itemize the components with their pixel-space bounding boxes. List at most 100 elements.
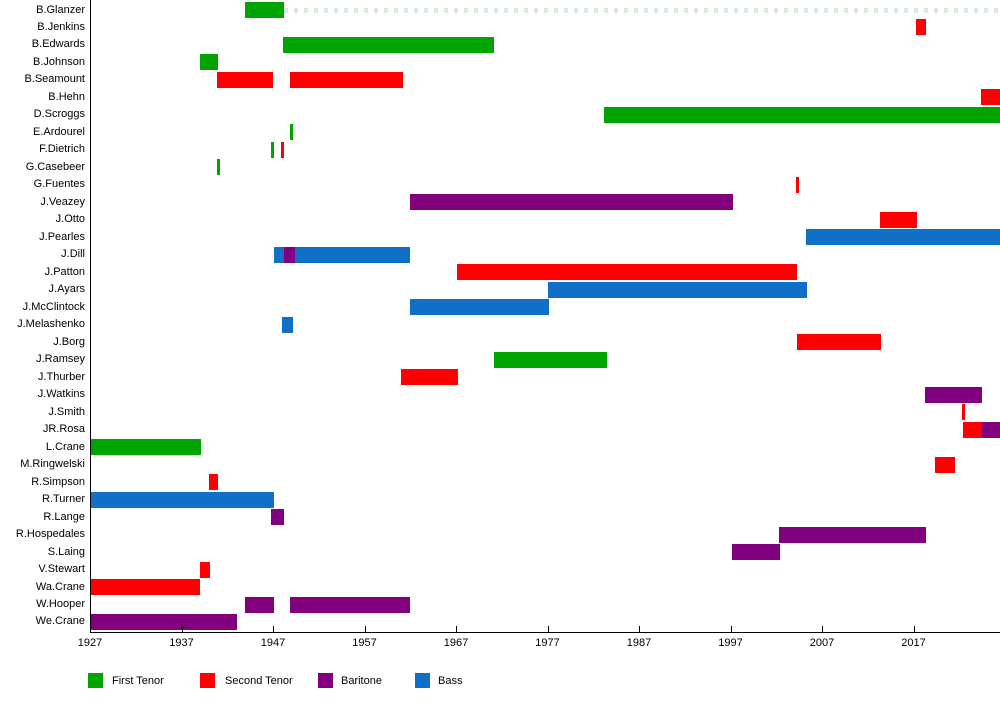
timeline-bar-br xyxy=(90,613,238,630)
row-label: J.Otto xyxy=(55,213,85,226)
timeline-bar-st xyxy=(935,456,955,473)
timeline-bar-bs xyxy=(548,281,808,298)
row-label: J.Dill xyxy=(61,248,85,261)
row-label: J.Pearles xyxy=(39,230,85,243)
row-label: J.Melashenko xyxy=(17,318,85,331)
row-label: F.Dietrich xyxy=(39,143,85,156)
timeline-bar-ft xyxy=(271,141,274,158)
timeline-bar-br xyxy=(290,596,411,613)
row-label: J.Watkins xyxy=(37,388,85,401)
legend-label: Baritone xyxy=(341,675,382,687)
row-label: J.Patton xyxy=(44,265,85,278)
timeline-bar-ft xyxy=(493,351,607,368)
x-axis-tick-label: 1997 xyxy=(718,637,743,649)
x-axis-tick-label: 2007 xyxy=(809,637,835,649)
timeline-bar-ft xyxy=(283,36,495,53)
x-axis-tick xyxy=(364,626,366,632)
row-label: Wa.Crane xyxy=(35,580,85,593)
timeline-bar-st xyxy=(456,264,798,281)
row-label: J.Ayars xyxy=(48,283,85,296)
row-label: R.Hospedales xyxy=(15,528,85,541)
timeline-bar-ft xyxy=(244,2,284,18)
row-label: B.Edwards xyxy=(31,38,85,51)
x-axis-tick xyxy=(913,626,915,632)
timeline-bar-br xyxy=(925,386,983,403)
timeline-bar-st xyxy=(797,334,882,351)
y-axis-line xyxy=(90,0,91,632)
timeline-bar-bs xyxy=(294,246,411,263)
x-axis-tick xyxy=(273,626,274,632)
row-label: S.Laing xyxy=(47,545,85,558)
row-label: B.Jenkins xyxy=(37,20,85,33)
row-label: J.Borg xyxy=(53,335,85,348)
timeline-bar-ft xyxy=(290,124,294,141)
legend-label: Bass xyxy=(438,675,463,687)
row-label: V.Stewart xyxy=(38,563,85,576)
row-label: B.Seamount xyxy=(24,73,85,86)
row-label: B.Hehn xyxy=(48,90,85,103)
row-label: JR.Rosa xyxy=(42,423,85,436)
legend-swatch-ft xyxy=(88,673,103,688)
x-axis-tick xyxy=(181,626,183,632)
row-label: L.Crane xyxy=(45,440,85,453)
timeline-bar-br xyxy=(271,509,284,526)
row-label: J.Ramsey xyxy=(36,353,85,366)
x-axis-tick-label: 1977 xyxy=(535,637,560,649)
row-label: We.Crane xyxy=(35,615,85,628)
row-label: W.Hooper xyxy=(36,598,85,610)
timeline-bar-st xyxy=(961,404,965,421)
timeline-bar-st xyxy=(281,141,284,158)
timeline-bar-st xyxy=(796,176,800,193)
timeline-bar-st xyxy=(90,579,200,596)
row-label: B.Johnson xyxy=(33,55,85,68)
timeline-bar-st xyxy=(879,211,918,228)
timeline-bar-bs xyxy=(806,229,1000,246)
timeline-bar-br xyxy=(244,596,274,613)
legend-swatch-st xyxy=(200,673,215,688)
x-axis-tick-label: 1987 xyxy=(626,637,652,649)
row-label: D.Scroggs xyxy=(33,108,85,121)
timeline-bar-st xyxy=(217,71,273,88)
timeline-bar-st xyxy=(916,19,927,36)
legend: First Tenor Second Tenor Baritone Bass xyxy=(0,670,1000,694)
x-axis-tick-label: 1967 xyxy=(443,637,469,649)
timeline-bar-br xyxy=(732,544,780,561)
timeline-bar-br xyxy=(778,526,927,543)
row-label: G.Fuentes xyxy=(33,178,85,191)
timeline-bar-br xyxy=(283,246,295,263)
row-label: R.Simpson xyxy=(31,475,85,488)
timeline-bar-bs xyxy=(282,316,294,333)
timeline-bar-bs xyxy=(273,246,284,263)
x-axis-tick xyxy=(822,626,823,632)
row-label: J.Smith xyxy=(48,405,85,418)
timeline-bar-br xyxy=(982,421,1000,438)
x-axis-tick xyxy=(90,626,91,632)
timeline-bar-st xyxy=(199,561,210,578)
row-label: R.Lange xyxy=(43,510,85,523)
continuation-dashed-line xyxy=(283,7,1000,13)
timeline-bar-st xyxy=(290,71,403,88)
x-axis-tick xyxy=(547,626,549,632)
plot-area: B.Glanzer B.Jenkins B.Edwards B.Johnson B.Se… xyxy=(15,2,1000,630)
row-label: R.Turner xyxy=(42,493,85,506)
timeline-bar-ft xyxy=(90,439,201,456)
timeline-bar-st xyxy=(981,89,1000,106)
timeline-bar-bs xyxy=(410,299,550,316)
legend-swatch-bs xyxy=(415,673,430,688)
x-axis-tick-label: 2017 xyxy=(901,637,926,649)
legend-label: First Tenor xyxy=(112,675,164,687)
timeline-bar-br xyxy=(410,194,734,211)
x-axis-tick-label: 1957 xyxy=(352,637,377,649)
timeline-bar-st xyxy=(401,369,458,386)
row-label: M.Ringwelski xyxy=(20,458,85,471)
x-axis-line xyxy=(90,632,1000,633)
row-label: B.Glanzer xyxy=(36,3,85,16)
legend-swatch-br xyxy=(318,673,333,688)
timeline-bar-bs xyxy=(90,491,274,508)
timeline-bar-ft xyxy=(604,106,1000,123)
x-axis-tick xyxy=(456,626,457,632)
x-axis-tick-label: 1927 xyxy=(77,637,103,649)
row-label: G.Casebeer xyxy=(25,160,85,173)
x-axis-tick-label: 1947 xyxy=(260,637,286,649)
